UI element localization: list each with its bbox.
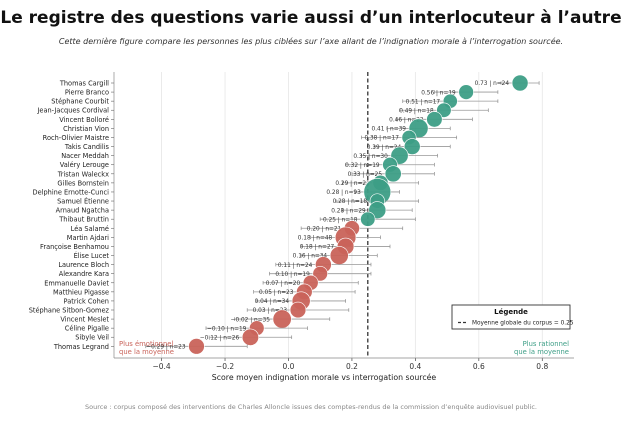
data-label: 0.46 | n=22 — [389, 118, 424, 124]
y-tick-label: Thomas Legrand — [53, 343, 109, 351]
y-tick-label: Pierre Branco — [65, 89, 109, 97]
data-label: 0.29 | n=21 — [335, 181, 370, 187]
y-tick-label: Samuel Étienne — [57, 197, 109, 206]
y-tick-label: Takis Candilis — [64, 143, 110, 151]
data-label: −0.29 | n=23 — [146, 345, 186, 351]
y-tick-label: Matthieu Pigasse — [53, 288, 109, 296]
x-tick-label: 0.6 — [473, 362, 485, 371]
y-tick-label: Christian Vion — [63, 125, 109, 133]
y-tick-label: Léa Salamé — [71, 225, 109, 233]
data-label: −0.10 | n=19 — [207, 326, 247, 332]
source-note: Source : corpus composé des intervention… — [85, 403, 537, 411]
y-tick-label: Arnaud Ngatcha — [56, 207, 109, 215]
data-label: 0.20 | n=21 — [307, 226, 342, 232]
data-label: 0.35 | n=30 — [353, 154, 388, 160]
y-tick-label: Tristan Waleckx — [57, 170, 109, 178]
data-label: 0.51 | n=17 — [406, 99, 441, 105]
y-tick-label: Vincent Meslet — [60, 316, 109, 324]
data-label: −0.02 | n=35 — [231, 317, 271, 323]
y-tick-label: Stéphane Courbit — [51, 98, 109, 106]
y-tick-label: Laurence Bloch — [58, 261, 109, 269]
x-tick-label: −0.4 — [152, 362, 170, 371]
data-point — [511, 74, 529, 92]
data-label: 0.11 | n=24 — [278, 263, 313, 269]
data-point — [329, 246, 349, 265]
data-label: 0.16 | n=34 — [293, 254, 328, 260]
data-label: 0.33 | n=25 — [348, 172, 383, 178]
data-label: 0.04 | n=34 — [255, 299, 290, 305]
data-point — [360, 211, 376, 227]
annotation-left: que la moyenne — [119, 348, 174, 356]
y-tick-label: Stéphane Sitbon-Gomez — [29, 307, 110, 315]
data-point — [312, 265, 328, 282]
data-label: 0.38 | n=17 — [364, 136, 399, 142]
x-tick-label: 0.8 — [536, 362, 548, 371]
y-tick-label: Alexandre Kara — [59, 270, 109, 278]
data-point — [426, 111, 443, 128]
data-point — [403, 138, 421, 155]
data-label: 0.07 | n=20 — [266, 281, 301, 287]
y-tick-label: Thibaut Bruttin — [58, 216, 109, 224]
y-tick-label: Élise Lucet — [74, 251, 110, 260]
data-label: 0.18 | n=48 — [298, 236, 333, 242]
annotation-left: Plus émotionnel — [119, 340, 173, 348]
y-tick-label: Gilles Bornstein — [57, 179, 109, 187]
x-tick-label: −0.2 — [216, 362, 234, 371]
data-label: 0.25 | n=18 — [323, 217, 358, 223]
legend-box — [451, 304, 571, 330]
data-point — [272, 309, 292, 329]
y-tick-label: Jean-Jacques Cordival — [36, 107, 109, 115]
data-label: 0.28 | n=29 — [331, 208, 366, 214]
y-tick-label: Martin Ajdari — [67, 234, 109, 242]
data-label: −0.12 | n=26 — [200, 335, 240, 341]
data-label: 0.32 | n=19 — [345, 163, 380, 169]
y-tick-label: Roch-Olivier Maistre — [43, 134, 109, 142]
data-label: 0.28 | n=18 — [333, 199, 368, 205]
y-tick-label: Céline Pigalle — [65, 325, 109, 333]
annotation-right: Plus rationnel — [523, 340, 569, 348]
chart-title: Le registre des questions varie aussi d’… — [0, 8, 622, 28]
data-label: 0.10 | n=19 — [275, 272, 310, 278]
y-tick-label: Nacer Meddah — [61, 152, 109, 160]
x-tick-label: 0.2 — [346, 362, 358, 371]
y-tick-label: Thomas Cargill — [59, 80, 109, 88]
data-label: 0.05 | n=23 — [259, 290, 294, 296]
data-label: 0.73 | n=24 — [475, 81, 510, 87]
legend-title: Légende — [494, 308, 528, 316]
data-point — [289, 301, 307, 319]
chart-subtitle: Cette dernière figure compare les person… — [58, 37, 564, 46]
x-tick-label: 0.4 — [409, 362, 421, 371]
data-label: 0.56 | n=19 — [421, 90, 456, 96]
data-point — [384, 165, 402, 183]
data-label: 0.28 | n=93 — [326, 190, 361, 196]
y-tick-label: Françoise Benhamou — [40, 243, 109, 251]
data-label: 0.39 | n=24 — [367, 145, 402, 151]
legend-entry: Moyenne globale du corpus = 0.25 — [472, 321, 574, 327]
data-label: 0.18 | n=27 — [300, 245, 335, 251]
y-tick-label: Patrick Cohen — [64, 297, 109, 305]
x-axis-label: Score moyen indignation morale vs interr… — [212, 373, 437, 382]
data-point — [241, 328, 259, 346]
y-tick-label: Vincent Bolloré — [59, 116, 109, 124]
y-tick-label: Sibyle Veil — [75, 334, 109, 342]
y-tick-label: Emmanuelle Daviet — [44, 279, 109, 287]
data-label: 0.41 | n=39 — [372, 127, 407, 133]
x-tick-label: 0.0 — [283, 362, 295, 371]
y-tick-label: Delphine Ernotte-Cunci — [33, 188, 110, 196]
annotation-right: que la moyenne — [514, 348, 569, 356]
legend: Légende Moyenne globale du corpus = 0.25 — [451, 304, 574, 330]
data-point — [188, 338, 205, 355]
data-label: 0.49 | n=18 — [399, 108, 434, 114]
data-point — [458, 84, 474, 100]
y-tick-label: Valéry Lerouge — [60, 161, 109, 169]
data-label: 0.03 | n=23 — [253, 308, 288, 314]
